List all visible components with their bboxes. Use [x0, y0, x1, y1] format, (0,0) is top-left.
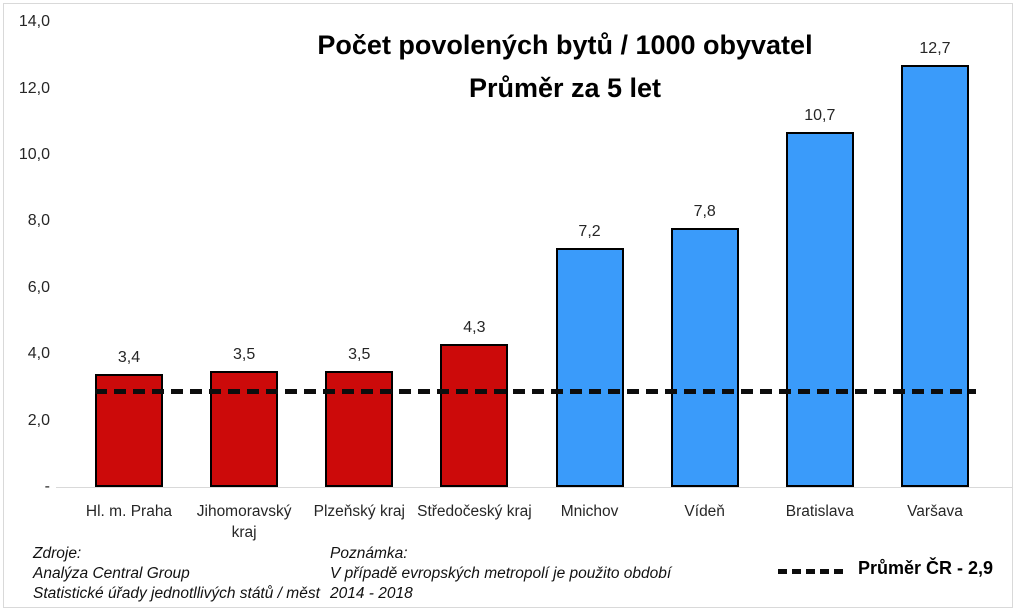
bar-value-label: 7,2 — [578, 222, 601, 240]
y-axis-tick-label: 12,0 — [18, 79, 50, 97]
note-footnote: Poznámka: V případě evropských metropolí… — [330, 544, 671, 604]
sources-line1: Analýza Central Group — [33, 565, 190, 582]
bar — [900, 65, 969, 487]
x-axis-category-label: Hl. m. Praha — [85, 503, 173, 520]
bar — [440, 344, 509, 487]
x-axis-category-label: Jihomoravský kraj — [196, 503, 292, 541]
x-axis-category-label: Mnichov — [560, 503, 619, 520]
note-line1: V případě evropských metropolí je použit… — [330, 565, 672, 582]
chart-title: Počet povolených bytů / 1000 obyvatel Pr… — [90, 24, 1024, 110]
x-axis-line — [56, 487, 1013, 488]
chart-title-line2: Průměr za 5 let — [468, 73, 662, 103]
y-axis-tick-label: - — [44, 478, 50, 495]
bar — [555, 247, 624, 487]
y-axis-tick-label: 14,0 — [18, 13, 50, 31]
x-axis-category-label: Varšava — [907, 503, 963, 520]
bar-value-label: 4,3 — [463, 319, 486, 337]
bar-value-label: 3,4 — [117, 349, 141, 367]
sources-footnote: Zdroje: Analýza Central Group Statistick… — [33, 544, 320, 604]
x-axis-category-label: Středočeský kraj — [417, 503, 532, 520]
y-axis-tick-label: 10,0 — [18, 146, 50, 163]
sources-line2: Statistické úřady jednotllivých států / … — [33, 585, 320, 602]
bar-value-label: 12,7 — [919, 40, 951, 58]
dashed-line-icon — [778, 569, 844, 574]
bar-value-label: 10,7 — [804, 106, 836, 124]
x-axis-category-label: Bratislava — [785, 503, 854, 520]
x-axis-category-label: Vídeň — [684, 503, 725, 520]
y-axis-tick-label: 2,0 — [27, 411, 50, 429]
bar — [670, 228, 739, 487]
bar-value-label: 3,5 — [233, 345, 256, 363]
bar — [785, 131, 854, 487]
y-axis-tick-label: 4,0 — [27, 345, 50, 363]
bar-value-label: 7,8 — [693, 203, 716, 221]
x-axis-category-label: Plzeňský kraj — [313, 503, 405, 520]
y-axis-tick-label: 6,0 — [27, 278, 50, 296]
sources-title: Zdroje: — [33, 545, 82, 562]
note-line2: 2014 - 2018 — [330, 585, 413, 602]
bar-value-label: 3,5 — [348, 345, 371, 363]
note-title: Poznámka: — [330, 545, 408, 562]
legend-label: Průměr ČR - 2,9 — [858, 558, 994, 578]
chart-title-line1: Počet povolených bytů / 1000 obyvatel — [317, 30, 813, 60]
average-reference-line — [95, 389, 976, 394]
y-axis-tick-label: 8,0 — [27, 212, 50, 230]
